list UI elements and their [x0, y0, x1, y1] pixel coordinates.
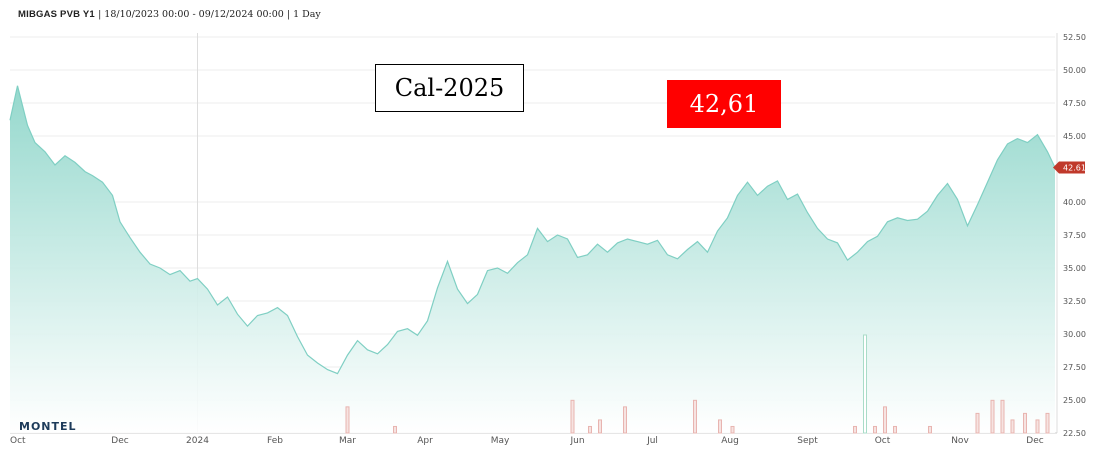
date-range-info: | 18/10/2023 00:00 - 09/12/2024 00:00 | …: [98, 9, 321, 20]
volume-bar: [975, 412, 980, 434]
price-area: [9, 85, 1056, 434]
y-tick-label: 52.50: [1063, 33, 1086, 42]
price-line: [9, 85, 1056, 375]
x-tick-label: Sept: [797, 436, 818, 446]
x-tick-label: Dec: [111, 436, 128, 446]
volume-bar: [623, 406, 627, 434]
volume-bar: [598, 419, 602, 434]
product-label: Cal-2025: [394, 74, 505, 102]
last-price-tag: 42.61: [1053, 161, 1086, 174]
y-tick-label: 45.00: [1063, 132, 1086, 141]
y-tick-label: 40.00: [1063, 198, 1086, 207]
y-axis: 52.50 50.00 47.50 45.00 42.61 40.00 37.50 35.00…: [1053, 33, 1086, 438]
x-tick-label: Feb: [267, 436, 283, 446]
y-tick-label: 32.50: [1063, 297, 1086, 306]
instrument-symbol: MIBGAS PVB Y1: [18, 9, 95, 20]
volume-bar: [928, 425, 932, 434]
volume-bar: [1023, 412, 1027, 434]
y-tick-label: 30.00: [1063, 330, 1086, 339]
volume-bar: [863, 334, 867, 434]
y-tick-label: 47.50: [1063, 99, 1086, 108]
x-tick-label: May: [491, 436, 510, 446]
volume-bar: [393, 425, 397, 434]
montel-logo: MONTEL: [19, 420, 77, 433]
volume-bar: [873, 425, 877, 434]
volume-bar: [1045, 412, 1050, 434]
volume-bar: [1010, 419, 1015, 434]
volume-bar: [1035, 419, 1040, 434]
volume-bar: [1000, 399, 1005, 434]
montel-logo-text: MONTEL: [19, 420, 77, 433]
last-price-label: 42,61: [689, 90, 759, 118]
x-tick-label: Nov: [951, 436, 969, 446]
product-label-box: Cal-2025: [375, 64, 524, 112]
volume-bar: [570, 399, 575, 434]
x-tick-label: Jul: [646, 436, 658, 446]
volume-bar: [718, 419, 722, 434]
volume-bar: [345, 406, 350, 434]
y-tick-label: 37.50: [1063, 231, 1086, 240]
x-tick-label: Dec: [1026, 436, 1043, 446]
last-price-box: 42,61: [667, 80, 781, 128]
volume-bar: [853, 425, 857, 434]
y-tick-label: 27.50: [1063, 363, 1086, 372]
price-area-fill: [10, 85, 1055, 434]
volume-bar: [693, 399, 697, 434]
volume-bar: [893, 425, 897, 434]
volume-bar: [588, 425, 592, 434]
x-tick-label: Oct: [10, 436, 26, 446]
x-tick-label: Apr: [417, 436, 433, 446]
y-tick-label: 22.50: [1063, 429, 1086, 438]
x-tick-label: Aug: [721, 436, 739, 446]
chart-header: MIBGAS PVB Y1 | 18/10/2023 00:00 - 09/12…: [18, 9, 321, 20]
y-tick-label: 35.00: [1063, 264, 1086, 273]
last-price-tag-label: 42.61: [1063, 164, 1086, 173]
x-axis: Oct Dec 2024 Feb Mar Apr May Jun Jul Aug Sept Oct No…: [10, 436, 1044, 446]
volume-bar: [730, 425, 735, 434]
y-tick-label: 25.00: [1063, 396, 1086, 405]
x-tick-label: Oct: [875, 436, 891, 446]
volume-bar: [990, 399, 995, 434]
x-tick-label: Mar: [339, 436, 356, 446]
x-tick-label: Jun: [569, 436, 584, 446]
volume-bars: [345, 334, 1050, 434]
last-price-tag-shape: [1053, 161, 1085, 174]
volume-bar: [883, 406, 887, 434]
y-tick-label: 50.00: [1063, 66, 1086, 75]
x-tick-label: 2024: [186, 436, 209, 446]
